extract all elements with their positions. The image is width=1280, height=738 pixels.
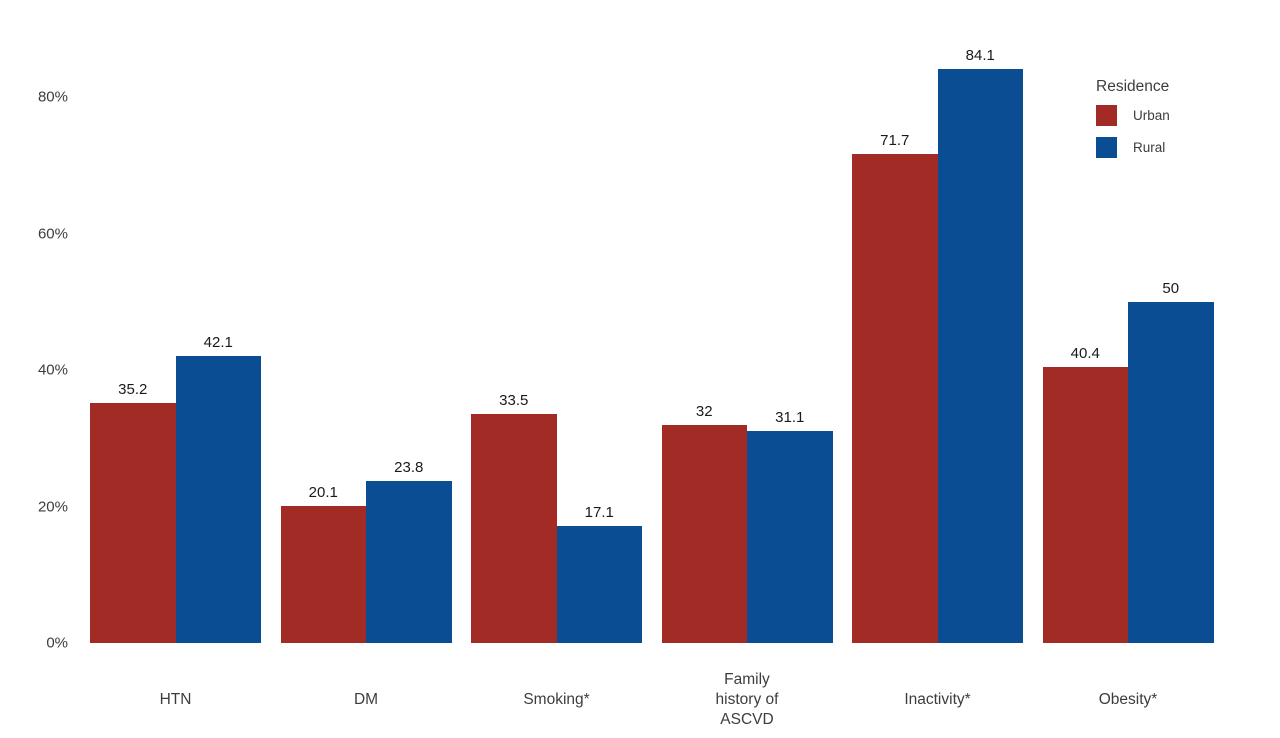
category-label: Smoking* — [523, 691, 590, 708]
y-tick-label: 80% — [37, 88, 68, 106]
y-tick-label: 40% — [37, 361, 68, 379]
category-label: DM — [353, 691, 379, 708]
rural-bar — [1128, 301, 1214, 643]
value-label: 31.1 — [775, 408, 805, 426]
legend-label-rural: Rural — [1133, 140, 1166, 155]
legend-title: Residence — [1096, 78, 1170, 95]
y-tick-label: 20% — [37, 498, 68, 515]
rural-bar — [366, 480, 452, 643]
category-label: HTN — [159, 691, 192, 708]
urban-bar — [661, 424, 747, 643]
value-label: 17.1 — [584, 504, 614, 522]
urban-bar — [90, 402, 176, 643]
value-label: 35.2 — [118, 380, 148, 398]
category-label: Obesity* — [1098, 691, 1158, 708]
value-label: 42.1 — [203, 333, 233, 351]
rural-bar — [556, 526, 642, 643]
urban-bar — [1042, 367, 1128, 643]
legend-label-urban: Urban — [1133, 108, 1170, 123]
urban-bar — [280, 505, 366, 643]
value-label: 20.1 — [308, 483, 338, 501]
rural-bar — [747, 430, 833, 643]
rural-swatch-icon — [1096, 137, 1117, 158]
legend-item-rural: Rural — [1096, 137, 1266, 158]
value-label: 33.5 — [499, 392, 529, 410]
legend: Residence Urban Rural — [1096, 78, 1266, 169]
rural-bar — [937, 69, 1023, 643]
category-label: Family history of ASCVD — [715, 671, 779, 728]
y-tick-label: 60% — [37, 225, 68, 242]
urban-swatch-icon — [1096, 105, 1117, 126]
legend-item-urban: Urban — [1096, 105, 1266, 126]
value-label: 23.8 — [394, 458, 424, 476]
urban-bar — [471, 414, 557, 643]
category-label: Inactivity* — [904, 691, 971, 708]
urban-bar — [852, 153, 938, 643]
rural-bar — [175, 355, 261, 643]
y-tick-label: 0% — [46, 634, 68, 652]
value-label: 50 — [1162, 279, 1180, 297]
value-label: 32 — [695, 402, 713, 420]
value-label: 71.7 — [880, 131, 910, 149]
value-label: 40.4 — [1070, 345, 1100, 363]
value-label: 84.1 — [965, 47, 995, 65]
